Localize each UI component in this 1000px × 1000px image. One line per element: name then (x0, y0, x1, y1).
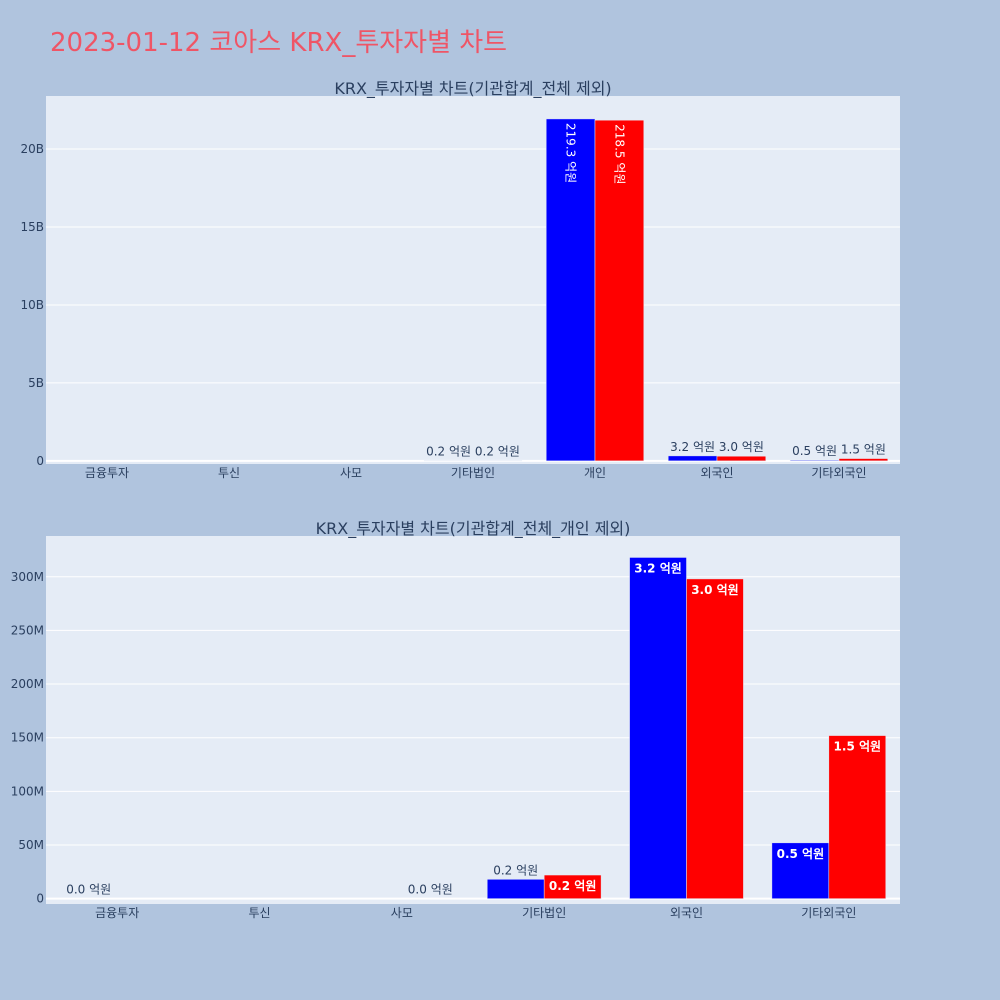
top-bar-label: 3.0 억원 (719, 440, 764, 454)
top-x-tick-label: 금융투자 (85, 466, 129, 480)
top-bar-label: 3.2 억원 (670, 440, 715, 454)
bottom-bar-label: 0.5 억원 (777, 847, 825, 861)
bottom-chart-title: KRX_투자자별 차트(기관합계_전체_개인 제외) (316, 519, 631, 539)
bottom-bar-label: 0.0 억원 (66, 883, 111, 897)
top-x-tick-label: 외국인 (700, 466, 733, 480)
bottom-x-tick-label: 사모 (391, 906, 413, 920)
top-y-tick-label: 5B (28, 376, 44, 390)
top-y-tick-label: 0 (36, 454, 44, 468)
top-x-tick-label: 개인 (584, 466, 606, 480)
top-chart-title: KRX_투자자별 차트(기관합계_전체 제외) (334, 79, 611, 99)
bottom-chart: 0 50M 100M 150M 200M 250M 300M KRX_투자자별 차트(기관합계… (11, 519, 900, 920)
top-bar (716, 455, 767, 462)
bottom-y-tick-label: 100M (11, 784, 44, 798)
top-x-tick-label: 기타외국인 (811, 466, 866, 480)
bottom-bar-label: 0.2 억원 (549, 879, 597, 893)
bottom-x-tick-label: 기타외국인 (801, 906, 856, 920)
bottom-bar-label: 0.0 억원 (408, 883, 453, 897)
top-x-tick-label: 투신 (218, 466, 240, 480)
bottom-bar-label: 1.5 억원 (834, 740, 882, 754)
top-plot-area (46, 96, 900, 464)
bottom-y-tick-label: 150M (11, 731, 44, 745)
top-bar (594, 119, 645, 462)
bottom-bar (486, 879, 545, 899)
bottom-bar (828, 735, 887, 899)
top-bar (545, 118, 596, 462)
top-bar-label: 0.5 억원 (792, 444, 837, 458)
bottom-bar (686, 578, 744, 899)
top-y-tick-label: 10B (20, 298, 44, 312)
bottom-x-tick-label: 금융투자 (95, 906, 139, 920)
bottom-x-tick-label: 투신 (248, 906, 270, 920)
top-bar-label: 1.5 억원 (841, 443, 886, 457)
bottom-bar-label: 0.2 억원 (493, 863, 538, 877)
main-title: 2023-01-12 코아스 KRX_투자자별 차트 (50, 28, 508, 58)
bottom-plot-area (46, 536, 900, 904)
bottom-bar (771, 842, 830, 899)
top-bar-label: 0.2 억원 (475, 445, 520, 459)
top-y-tick-label: 20B (20, 142, 44, 156)
bottom-y-tick-label: 300M (11, 570, 44, 584)
bottom-x-tick-label: 외국인 (670, 906, 703, 920)
bottom-x-tick-label: 기타법인 (522, 906, 566, 920)
top-bar (667, 455, 718, 462)
top-bar (838, 458, 889, 462)
top-bar-label: 218.5 억원 (612, 124, 626, 184)
bottom-bar-label: 3.0 억원 (691, 583, 739, 597)
bottom-y-tick-label: 0 (36, 892, 44, 906)
top-bar (789, 459, 840, 462)
bottom-bar-label: 3.2 억원 (634, 561, 682, 575)
bottom-bar (629, 557, 687, 899)
bottom-bar (543, 874, 602, 899)
top-chart: 0 5B 10B 15B 20B KRX_투자자별 차트(기관합계_전체 제외) 금융투자 투… (20, 79, 900, 480)
top-bar-label: 0.2 억원 (426, 445, 471, 459)
top-bar-label: 219.3 억원 (564, 123, 578, 183)
top-x-tick-label: 사모 (340, 466, 362, 480)
top-x-tick-label: 기타법인 (451, 466, 495, 480)
top-y-tick-label: 15B (20, 220, 44, 234)
bottom-y-tick-label: 250M (11, 623, 44, 637)
bottom-y-tick-label: 50M (18, 838, 44, 852)
bottom-y-tick-label: 200M (11, 677, 44, 691)
